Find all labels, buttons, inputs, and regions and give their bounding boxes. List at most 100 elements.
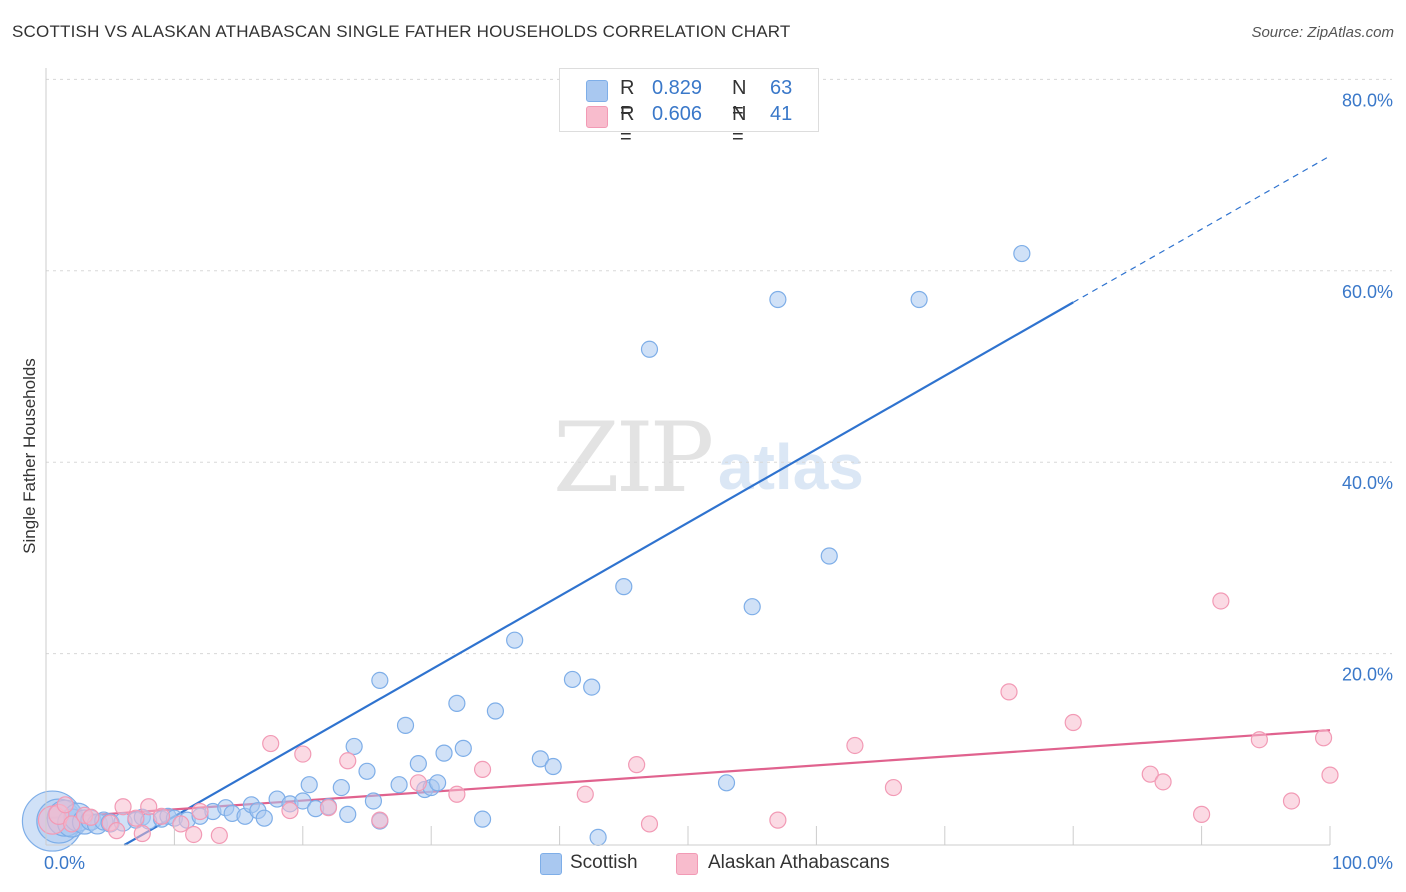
athabascan-point [1212,592,1230,610]
bottom-legend-label: Alaskan Athabascans [708,852,890,873]
y-tick-label: 20.0% [1342,665,1393,685]
athabascan-point [1321,766,1339,784]
athabascan-point [319,799,338,817]
athabascan-point [140,798,158,816]
athabascan-point [628,756,646,774]
athabascan-point [1314,729,1333,747]
bottom-legend-swatch-pink [676,853,698,875]
scottish-point [769,290,787,309]
y-tick-label: 80.0% [1342,90,1393,110]
athabascan-point [114,798,132,816]
scottish-point [589,828,607,846]
athabascan-point [1250,731,1268,749]
legend-r-value: 0.606 [652,103,703,125]
watermark-zip: ZIP [553,402,714,514]
scottish-point [583,678,601,696]
scottish-point [300,776,318,794]
athabascan-point [82,808,100,826]
athabascan-point [127,809,145,827]
scottish-point [448,694,466,712]
athabascan-point [56,796,74,814]
bottom-legend-swatch-blue [540,853,562,875]
source-label: Source: ZipAtlas.com [1251,24,1394,41]
athabascan-point [108,822,126,840]
scottish-point [1013,244,1031,263]
scottish-point [294,792,312,810]
scottish-point [506,631,524,649]
athabascan-point [640,815,659,833]
legend-n-label: N = [732,77,747,122]
athabascan-point [152,807,171,825]
scottish-point [910,290,928,309]
scottish-point [339,805,357,823]
legend-n-value: 41 [770,103,793,125]
legend-swatch-pink [586,106,608,128]
y-tick-label: 40.0% [1342,473,1393,493]
scottish-point [563,670,582,689]
scottish-point [371,671,389,689]
grid-lines [46,78,1392,655]
athabascan-point [576,785,594,803]
athabascan-point [172,815,190,833]
athabascan-trend-line [45,729,1331,820]
athabascan-point [448,785,466,803]
data-points [21,244,1339,852]
scottish-trend-extension [1072,155,1331,303]
scottish-point [429,774,447,792]
scottish-point [390,776,408,794]
scottish-point [345,737,363,756]
athabascan-point [371,811,389,829]
athabascan-point [339,752,357,770]
x-tick-label: 0.0% [44,853,85,873]
athabascan-point [1192,805,1211,823]
athabascan-point [294,745,312,763]
legend-swatch-blue [586,80,608,102]
legend-r-label: R = [620,103,635,148]
chart-title: SCOTTISH VS ALASKAN ATHABASCAN SINGLE FA… [12,22,791,41]
athabascan-point [191,802,209,821]
scottish-point [486,702,504,720]
athabascan-point [884,778,903,797]
legend-r-label: R = [620,77,635,122]
scottish-point [743,598,761,616]
athabascan-point [262,734,280,753]
athabascan-point [1000,683,1018,701]
athabascan-point [769,811,787,829]
scottish-point [396,716,415,734]
scottish-trend-line [123,301,1074,846]
athabascan-point [63,815,81,833]
scottish-point [454,739,472,757]
scottish-point [615,578,633,596]
scottish-point [531,750,549,768]
bottom-legend-label: Scottish [570,852,638,873]
scottish-point [544,757,562,776]
scottish-point [435,744,453,762]
trend-lines [45,155,1331,846]
athabascan-point [473,760,492,778]
scottish-point [717,774,736,792]
scottish-point [364,792,383,810]
scottish-point [409,755,427,773]
scottish-point [640,340,659,358]
scottish-point [255,809,273,827]
scottish-point [820,547,838,565]
athabascan-point [1064,713,1082,732]
athabascan-point [281,801,299,820]
y-tick-label: 60.0% [1342,282,1393,302]
athabascan-point [1282,792,1301,810]
correlation-legend: R = 0.829 N = 63 R = 0.606 N = 41 [559,68,819,148]
x-tick-label: 100.0% [1332,853,1393,873]
athabascan-point [133,824,151,843]
athabascan-point [210,826,228,845]
athabascan-point [409,774,427,792]
legend-n-label: N = [732,103,747,148]
athabascan-point [185,825,203,844]
legend-r-value: 0.829 [652,77,703,99]
legend-n-value: 63 [770,77,793,99]
scottish-point [332,778,350,797]
athabascan-point [1154,773,1172,791]
scottish-point [358,762,376,780]
axes: 20.0% 40.0% 60.0% 80.0% 0.0% 100.0% [44,68,1393,873]
athabascan-point [1141,765,1159,783]
